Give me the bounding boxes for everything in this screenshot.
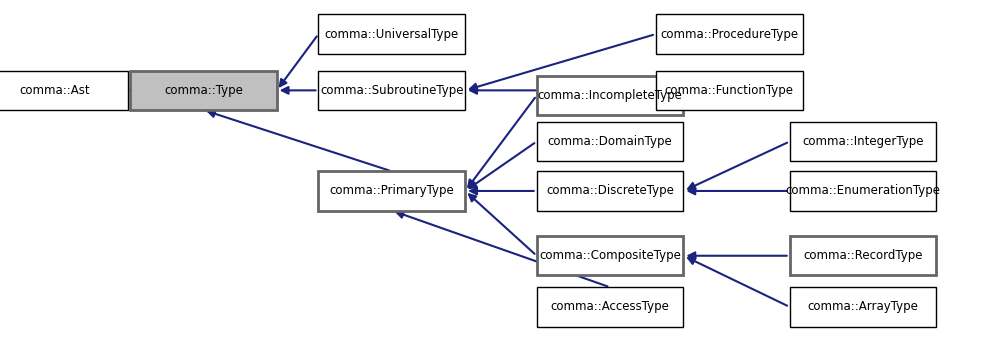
FancyBboxPatch shape bbox=[537, 236, 683, 276]
FancyBboxPatch shape bbox=[318, 14, 465, 54]
Text: comma::DiscreteType: comma::DiscreteType bbox=[547, 184, 674, 197]
FancyBboxPatch shape bbox=[318, 71, 465, 110]
FancyBboxPatch shape bbox=[537, 122, 683, 161]
Text: comma::IntegerType: comma::IntegerType bbox=[803, 135, 924, 148]
FancyBboxPatch shape bbox=[537, 76, 683, 115]
FancyBboxPatch shape bbox=[318, 171, 465, 210]
Text: comma::Type: comma::Type bbox=[164, 84, 243, 97]
Text: comma::CompositeType: comma::CompositeType bbox=[539, 249, 682, 262]
FancyBboxPatch shape bbox=[0, 71, 128, 110]
Text: comma::Ast: comma::Ast bbox=[19, 84, 90, 97]
Text: comma::RecordType: comma::RecordType bbox=[804, 249, 923, 262]
FancyBboxPatch shape bbox=[790, 287, 936, 327]
Text: comma::DomainType: comma::DomainType bbox=[548, 135, 673, 148]
Text: comma::SubroutineType: comma::SubroutineType bbox=[320, 84, 463, 97]
Text: comma::ProcedureType: comma::ProcedureType bbox=[660, 28, 799, 41]
FancyBboxPatch shape bbox=[656, 14, 803, 54]
Text: comma::FunctionType: comma::FunctionType bbox=[665, 84, 794, 97]
FancyBboxPatch shape bbox=[790, 122, 936, 161]
FancyBboxPatch shape bbox=[537, 171, 683, 210]
Text: comma::EnumerationType: comma::EnumerationType bbox=[786, 184, 940, 197]
FancyBboxPatch shape bbox=[537, 287, 683, 327]
Text: comma::IncompleteType: comma::IncompleteType bbox=[538, 89, 682, 102]
Text: comma::PrimaryType: comma::PrimaryType bbox=[329, 184, 454, 197]
FancyBboxPatch shape bbox=[656, 71, 803, 110]
Text: comma::UniversalType: comma::UniversalType bbox=[324, 28, 459, 41]
FancyBboxPatch shape bbox=[790, 236, 936, 276]
Text: comma::ArrayType: comma::ArrayType bbox=[807, 300, 919, 313]
FancyBboxPatch shape bbox=[130, 71, 277, 110]
Text: comma::AccessType: comma::AccessType bbox=[551, 300, 670, 313]
FancyBboxPatch shape bbox=[790, 171, 936, 210]
